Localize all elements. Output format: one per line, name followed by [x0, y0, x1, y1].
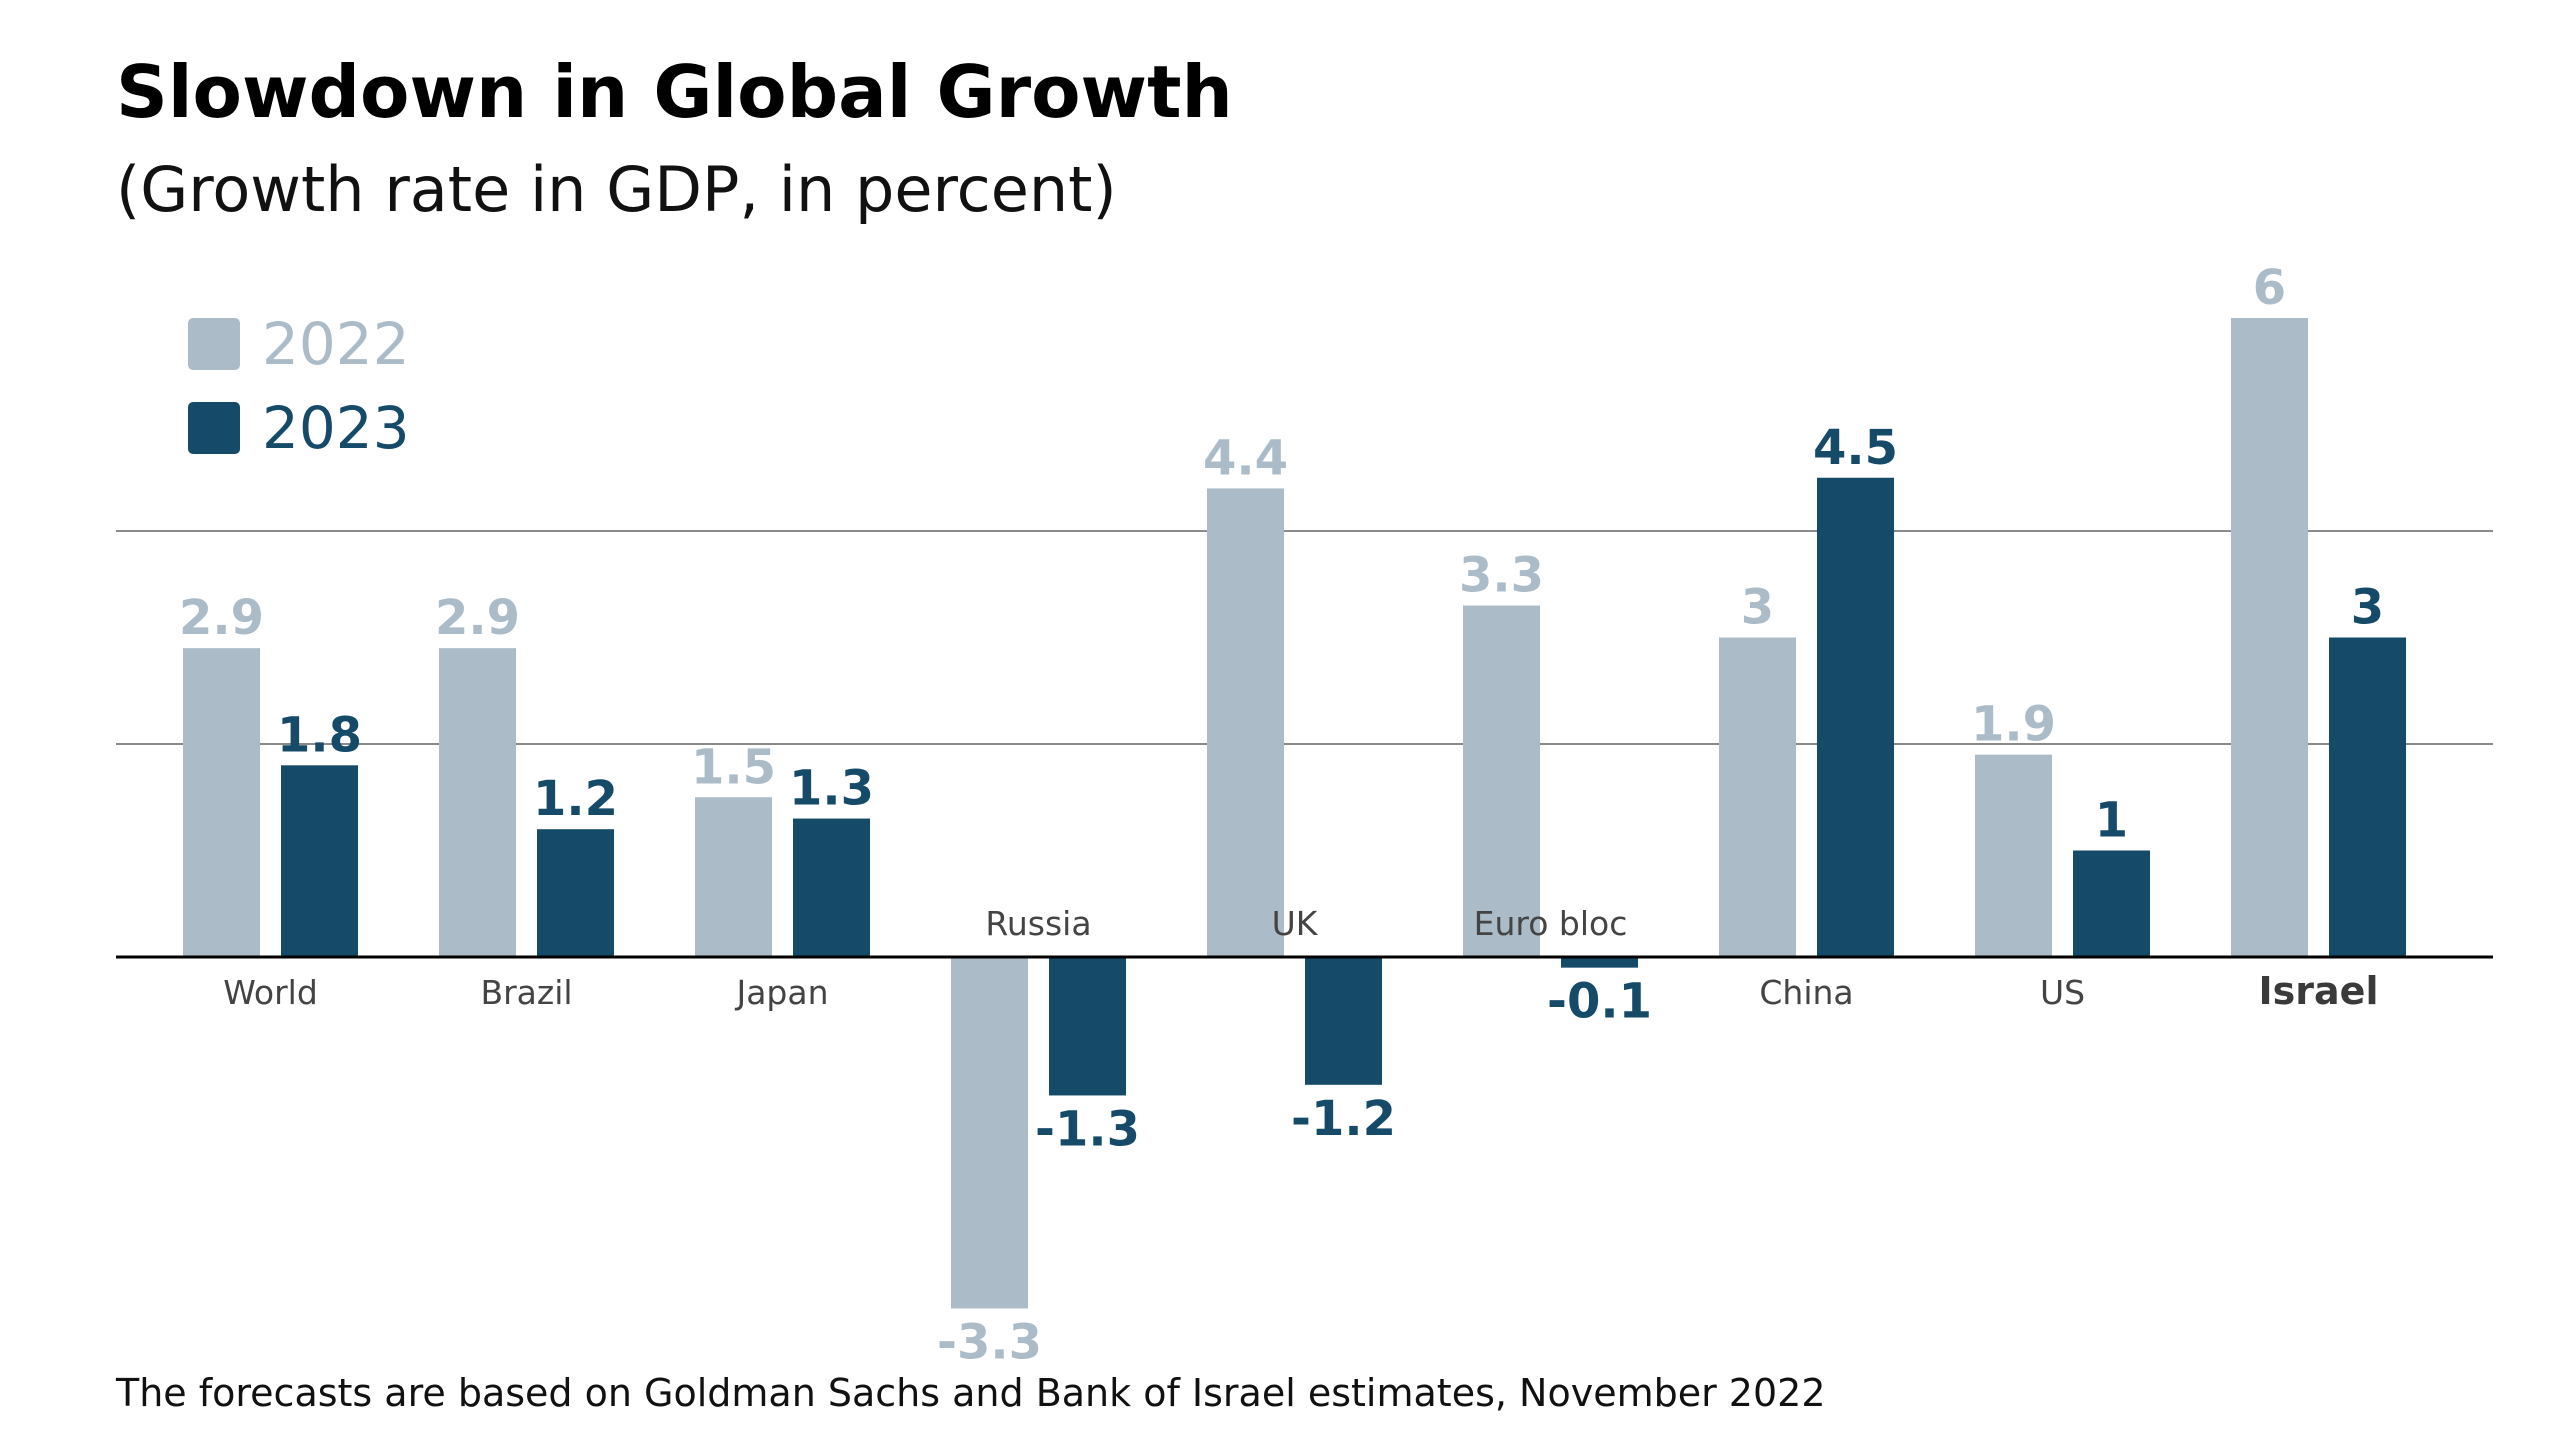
category-label-japan: Japan [734, 973, 828, 1012]
bar-2022-world [183, 648, 260, 957]
value-label-2023-euro-bloc: -0.1 [1547, 974, 1652, 1030]
labels: 2.9 1.8 World 2.9 1.2 Brazil 1.5 1.3 Japan -3.3 -1… [179, 260, 2384, 1370]
chart-subtitle: (Growth rate in GDP, in percent) [116, 153, 1117, 226]
source-note: The forecasts are based on Goldman Sachs… [115, 1371, 1826, 1415]
category-label-israel: Israel [2259, 969, 2379, 1013]
value-label-2023-israel: 3 [2351, 580, 2384, 636]
value-label-2023-us: 1 [2095, 793, 2128, 849]
legend-swatch-2022 [188, 318, 240, 370]
value-label-2022-japan: 1.5 [691, 739, 776, 795]
bar-2022-israel [2231, 318, 2308, 957]
category-label-china: China [1759, 973, 1853, 1012]
value-label-2023-uk: -1.2 [1291, 1091, 1396, 1147]
bar-2022-russia [951, 957, 1028, 1309]
category-label-us: US [2040, 973, 2085, 1012]
legend-swatch-2023 [188, 402, 240, 454]
bar-2023-china [1817, 477, 1894, 957]
value-label-2022-china: 3 [1741, 580, 1774, 636]
category-label-russia: Russia [985, 904, 1091, 943]
bar-2023-world [281, 765, 358, 957]
value-label-2023-russia: -1.3 [1035, 1101, 1140, 1157]
bar-2023-euro-bloc [1561, 957, 1638, 968]
value-label-2023-china: 4.5 [1813, 420, 1898, 476]
bar-2022-china [1719, 637, 1796, 957]
bar-2023-uk [1305, 957, 1382, 1085]
bar-2023-russia [1049, 957, 1126, 1096]
bars [183, 318, 2406, 1309]
value-label-2023-brazil: 1.2 [533, 771, 618, 827]
value-label-2022-world: 2.9 [179, 590, 264, 646]
value-label-2023-world: 1.8 [277, 707, 362, 763]
category-label-world: World [223, 973, 318, 1012]
bar-2022-us [1975, 754, 2052, 957]
bar-2023-brazil [537, 829, 614, 957]
legend-label-2022: 2022 [262, 310, 410, 378]
value-label-2022-brazil: 2.9 [435, 590, 520, 646]
category-label-euro-bloc: Euro bloc [1474, 904, 1628, 943]
legend: 2022 2023 [188, 310, 410, 462]
value-label-2022-russia: -3.3 [937, 1314, 1042, 1370]
bar-2022-brazil [439, 648, 516, 957]
value-label-2023-japan: 1.3 [789, 761, 874, 817]
bar-2023-japan [793, 818, 870, 957]
chart-title: Slowdown in Global Growth [116, 50, 1233, 134]
bar-2022-uk [1207, 488, 1284, 957]
value-label-2022-israel: 6 [2253, 260, 2286, 316]
value-label-2022-euro-bloc: 3.3 [1459, 548, 1544, 604]
category-label-uk: UK [1272, 904, 1319, 943]
bar-2022-japan [695, 797, 772, 957]
category-label-brazil: Brazil [480, 973, 572, 1012]
bar-2023-israel [2329, 637, 2406, 957]
value-label-2022-us: 1.9 [1971, 697, 2056, 753]
bar-2023-us [2073, 850, 2150, 957]
bar-2022-euro-bloc [1463, 605, 1540, 957]
value-label-2022-uk: 4.4 [1203, 430, 1288, 486]
legend-label-2023: 2023 [262, 394, 410, 462]
